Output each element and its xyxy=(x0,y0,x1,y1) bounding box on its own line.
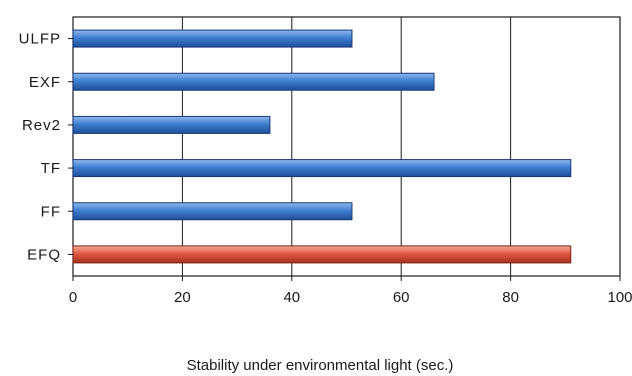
x-tick-label: 0 xyxy=(69,289,77,306)
category-label: EXF xyxy=(29,74,61,91)
bar-rev2 xyxy=(72,115,271,134)
x-tick-label: 80 xyxy=(502,289,519,306)
x-tick-label: 100 xyxy=(607,289,632,306)
bar-efq xyxy=(72,245,572,264)
bar-ff xyxy=(72,202,353,221)
plot-area: 0 20 40 60 80 100 ULFP EXF Rev2 TF FF EFQ xyxy=(19,16,632,306)
category-label: ULFP xyxy=(19,31,61,48)
category-label: TF xyxy=(41,160,61,177)
category-label: EFQ xyxy=(27,246,61,263)
bar-tf xyxy=(72,159,572,178)
x-tick-label: 40 xyxy=(283,289,300,306)
category-label: Rev2 xyxy=(22,117,61,134)
category-label: FF xyxy=(41,203,61,220)
x-tick-label: 60 xyxy=(393,289,410,306)
bar-exf xyxy=(72,72,435,91)
plot-frame xyxy=(72,16,621,277)
bar-ulfp xyxy=(72,29,353,48)
x-axis-label: Stability under environmental light (sec… xyxy=(187,357,454,374)
x-tick-label: 20 xyxy=(174,289,191,306)
